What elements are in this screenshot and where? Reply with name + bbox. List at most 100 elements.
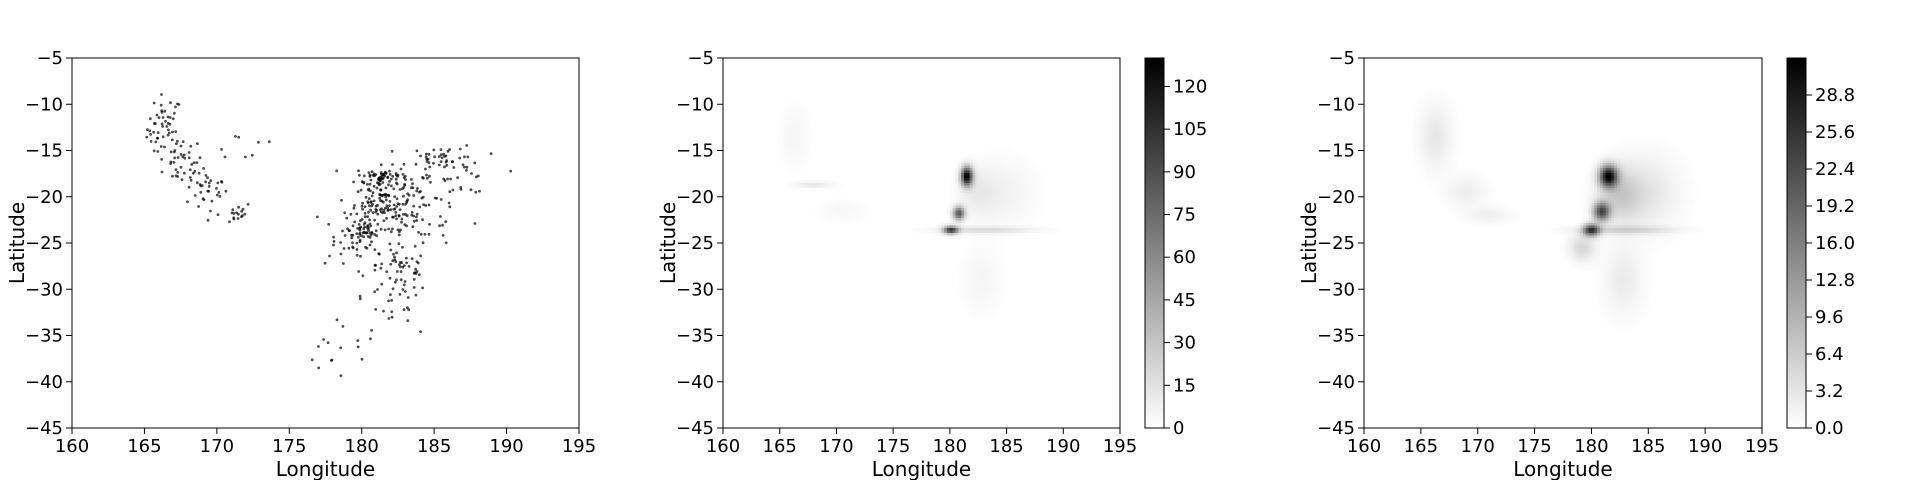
heatmap-cell	[1435, 153, 1439, 157]
heatmap-cell	[921, 230, 925, 234]
heatmap-cell	[995, 255, 999, 259]
heatmap-cell	[1565, 258, 1570, 262]
heatmap-cell	[1020, 183, 1025, 187]
heatmap-cell	[1026, 195, 1030, 199]
heatmap-cell	[1594, 165, 1598, 169]
heatmap-cell	[1437, 188, 1442, 192]
heatmap-cell	[819, 188, 823, 192]
heatmap-cell	[1622, 185, 1627, 189]
heatmap-cell	[1602, 218, 1607, 222]
heatmap-cell	[1426, 103, 1430, 107]
heatmap-cell	[966, 285, 971, 289]
heatmap-cell	[1049, 230, 1053, 234]
heatmap-cell	[799, 138, 803, 142]
heatmap-cell	[1454, 118, 1459, 122]
heatmap-cell	[1602, 178, 1607, 182]
heatmap-cell	[966, 293, 971, 297]
scatter-point	[176, 171, 180, 174]
heatmap-cell	[1457, 128, 1462, 132]
heatmap-cell	[1597, 293, 1601, 297]
heatmap-cell	[1619, 300, 1624, 304]
heatmap-cell	[1605, 258, 1610, 262]
heatmap-cell	[1599, 178, 1604, 182]
heatmap-cell	[1625, 193, 1629, 197]
scatter-point	[376, 222, 380, 226]
heatmap-cell	[1003, 168, 1008, 172]
heatmap-cell	[972, 310, 976, 314]
heatmap-cell	[1591, 258, 1595, 262]
heatmap-cell	[975, 283, 979, 287]
heatmap-cell	[805, 140, 809, 144]
heatmap-cell	[1037, 185, 1042, 189]
heatmap-cell	[969, 240, 974, 244]
heatmap-cell	[1491, 210, 1496, 214]
heatmap-cell	[796, 185, 801, 189]
heatmap-cell	[1611, 228, 1615, 232]
heatmap-cell	[1622, 143, 1627, 147]
heatmap-cell	[1599, 218, 1604, 222]
heatmap-cell	[989, 200, 993, 204]
heatmap-cell	[1457, 208, 1462, 212]
y-tick-label: −20	[25, 187, 63, 208]
heatmap-cell	[1622, 320, 1627, 324]
heatmap-cell	[992, 310, 996, 314]
heatmap-cell	[998, 175, 1002, 179]
heatmap-cell	[952, 205, 957, 209]
heatmap-cell	[1440, 128, 1445, 132]
heatmap-cell	[969, 160, 974, 164]
heatmap-cell	[1437, 193, 1442, 197]
heatmap-cell	[805, 148, 809, 152]
heatmap-cell	[964, 178, 968, 182]
heatmap-cell	[1554, 228, 1558, 232]
heatmap-cell	[1625, 295, 1629, 299]
scatter-point	[420, 196, 424, 200]
heatmap-cell	[1446, 208, 1450, 212]
heatmap-cell	[975, 208, 979, 212]
heatmap-cell	[995, 173, 999, 177]
heatmap-cell	[1619, 253, 1624, 257]
heatmap-cell	[1423, 123, 1428, 127]
heatmap-cell	[1628, 140, 1632, 144]
heatmap-cell	[1460, 200, 1465, 204]
heatmap-cell	[1597, 243, 1601, 247]
heatmap-cell	[969, 223, 974, 227]
heatmap-cell	[1017, 233, 1022, 237]
heatmap-cell	[796, 165, 801, 169]
heatmap-cell	[1617, 323, 1621, 327]
heatmap-cell	[989, 243, 993, 247]
heatmap-cell	[1588, 245, 1593, 249]
heatmap-cell	[995, 190, 999, 194]
heatmap-cell	[1463, 208, 1467, 212]
scatter-point	[332, 235, 335, 239]
heatmap-cell	[1463, 168, 1467, 172]
heatmap-cell	[969, 265, 974, 269]
scatter-point	[197, 171, 201, 175]
heatmap-cell	[978, 258, 982, 262]
heatmap-cell	[1460, 185, 1465, 189]
scatter-point	[445, 163, 449, 167]
heatmap-cell	[1415, 160, 1419, 164]
heatmap-cell	[975, 275, 979, 279]
heatmap-cell	[1020, 160, 1025, 164]
scatter-point	[358, 173, 361, 177]
heatmap-cell	[1594, 240, 1598, 244]
heatmap-cell	[1619, 255, 1624, 259]
heatmap-cell	[1006, 208, 1011, 212]
heatmap-cell	[995, 218, 999, 222]
heatmap-cell	[986, 248, 991, 252]
heatmap-cell	[1617, 290, 1621, 294]
heatmap-cell	[972, 195, 976, 199]
heatmap-cell	[1006, 163, 1011, 167]
heatmap-cell	[983, 255, 988, 259]
heatmap-cell	[992, 170, 996, 174]
heatmap-cell	[955, 215, 959, 219]
heatmap-cell	[998, 193, 1002, 197]
heatmap-cell	[998, 150, 1002, 154]
heatmap-cell	[779, 143, 784, 147]
heatmap-cell	[1489, 223, 1493, 227]
heatmap-cell	[850, 210, 855, 214]
heatmap-cell	[998, 238, 1002, 242]
heatmap-cell	[955, 220, 959, 224]
heatmap-cell	[998, 158, 1002, 162]
heatmap-cell	[1003, 270, 1008, 274]
